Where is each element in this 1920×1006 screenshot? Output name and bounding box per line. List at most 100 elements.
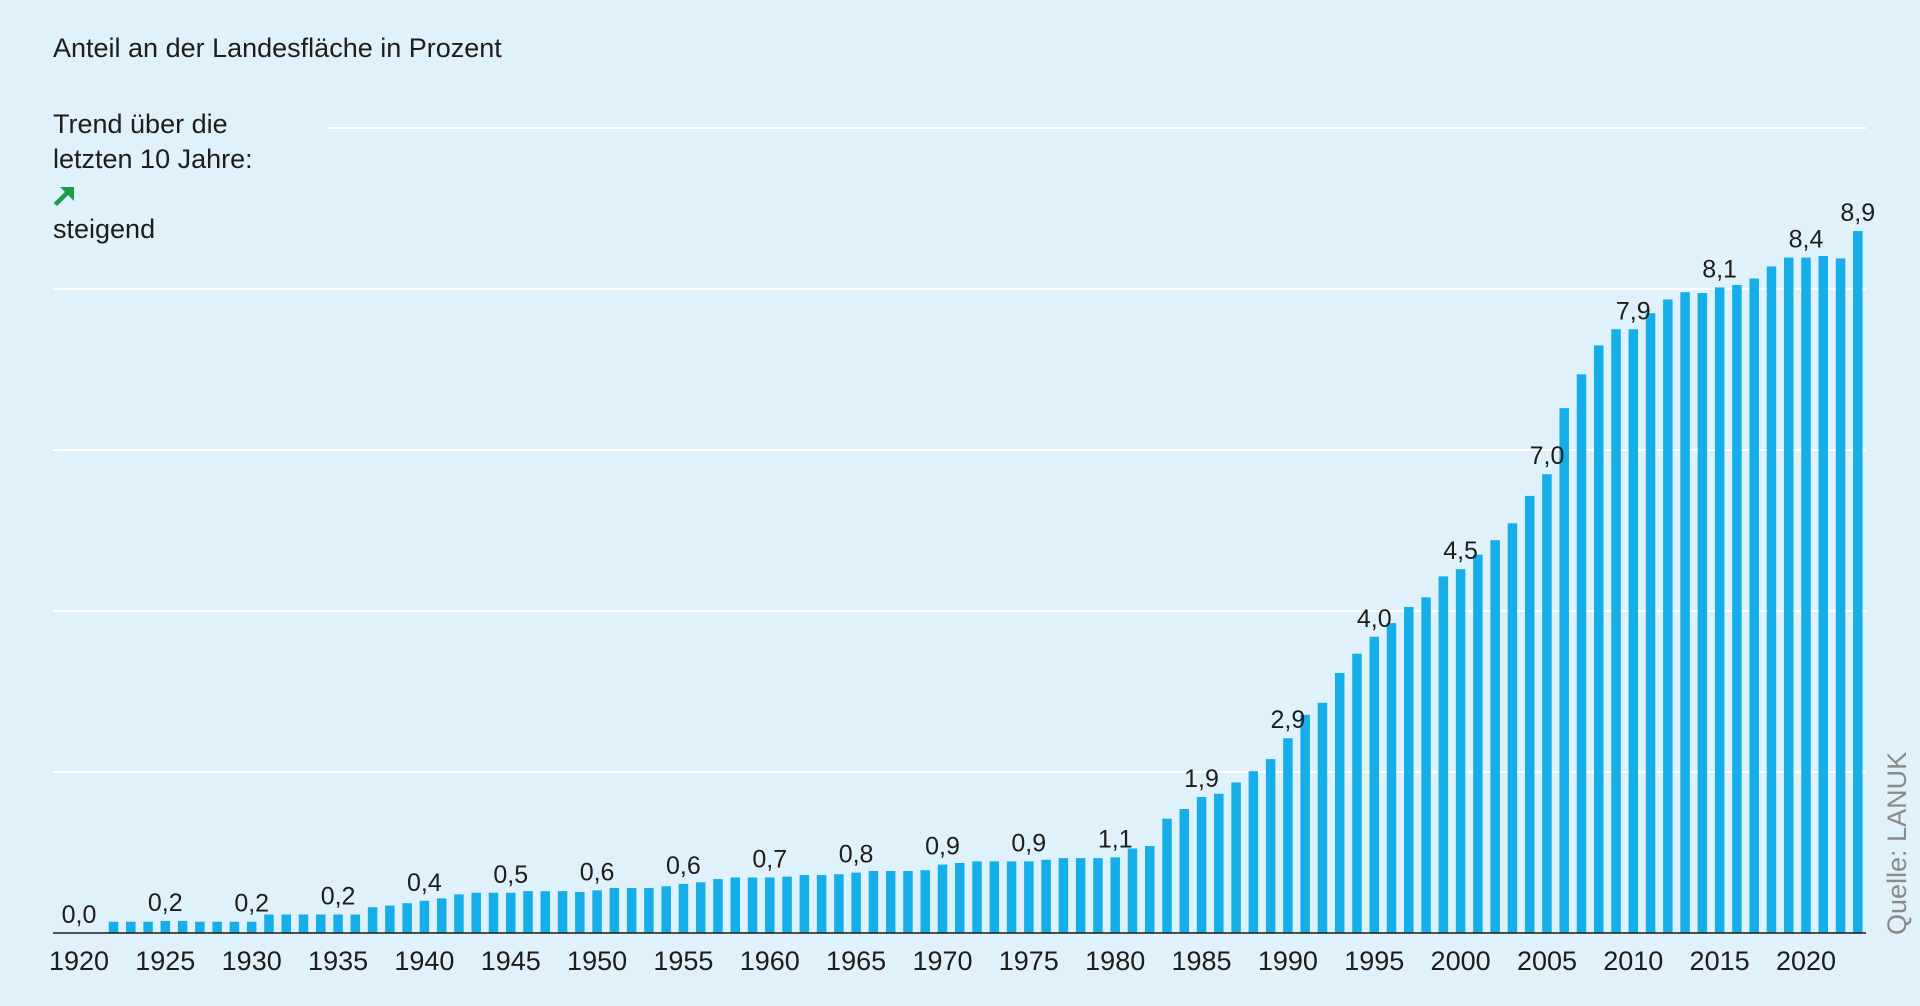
bar-1968	[903, 871, 913, 933]
bar-2008	[1594, 345, 1604, 934]
data-label-1960: 0,7	[752, 846, 787, 874]
data-label-1970: 0,9	[925, 833, 960, 861]
bar-1988	[1248, 771, 1259, 933]
bar-1964	[834, 874, 844, 934]
bar-2007	[1576, 374, 1587, 934]
bar-1957	[713, 879, 723, 934]
x-tick-1935: 1935	[308, 946, 368, 976]
bar-1928	[212, 921, 222, 933]
bar-1948	[557, 891, 568, 933]
bar-1999	[1438, 576, 1449, 933]
bar-1935	[333, 914, 343, 934]
bar-2023	[1853, 231, 1863, 934]
bar-2003	[1507, 523, 1518, 933]
bar-2020	[1801, 257, 1811, 934]
bar-1976	[1041, 859, 1051, 933]
x-tick-1920: 1920	[49, 946, 109, 976]
x-tick-1945: 1945	[481, 946, 541, 976]
bar-1945	[506, 892, 516, 933]
bar-1943	[471, 892, 481, 933]
bar-1955	[678, 883, 689, 933]
bar-1934	[316, 914, 326, 934]
data-labels: 0,0 0,2 0,2 0,2 0,4 0,5 0,6 0,6 0,7 0,8 0,9 0,9 1,1 1…	[62, 199, 1876, 929]
bar-2018	[1766, 266, 1777, 934]
data-label-1940: 0,4	[407, 869, 442, 897]
data-label-1925: 0,2	[148, 889, 183, 917]
x-tick-1955: 1955	[653, 946, 713, 976]
x-tick-1950: 1950	[567, 946, 627, 976]
x-tick-2015: 2015	[1690, 946, 1750, 976]
data-label-1975: 0,9	[1011, 829, 1046, 857]
bar-1927	[195, 921, 205, 933]
bar-1973	[989, 861, 1000, 933]
bar-1931	[264, 914, 274, 934]
bar-1952	[626, 887, 637, 933]
bar-2011	[1645, 313, 1656, 933]
bar-1986	[1214, 793, 1224, 933]
x-tick-1985: 1985	[1171, 946, 1231, 976]
bar-2012	[1663, 299, 1673, 934]
bar-1997	[1404, 606, 1414, 933]
data-label-1985: 1,9	[1184, 765, 1219, 793]
bar-1966	[868, 871, 879, 933]
x-tick-2000: 2000	[1431, 946, 1491, 976]
data-label-2005: 7,0	[1530, 442, 1565, 470]
bar-1984	[1179, 809, 1190, 933]
bars	[108, 231, 1863, 934]
bar-1967	[885, 871, 896, 933]
bar-1975	[1024, 861, 1034, 933]
data-label-1920: 0,0	[62, 901, 97, 929]
data-label-2015: 8,1	[1702, 255, 1737, 283]
bar-1992	[1317, 702, 1328, 933]
trend-label-line1: Trend über die	[53, 109, 228, 139]
trend-value: steigend	[53, 214, 155, 244]
bar-2000	[1455, 569, 1466, 933]
bar-1960	[765, 877, 775, 933]
bar-1993	[1334, 672, 1345, 933]
bar-2006	[1559, 408, 1569, 933]
bar-1947	[540, 891, 551, 933]
bar-1956	[695, 882, 706, 933]
trend-box: Trend über die letzten 10 Jahre: steigen…	[53, 109, 253, 244]
bar-1963	[816, 875, 827, 933]
bar-1954	[661, 886, 671, 933]
bar-1991	[1300, 714, 1310, 934]
bar-2015	[1714, 287, 1725, 933]
data-label-1955: 0,6	[666, 852, 701, 880]
bar-2002	[1490, 540, 1500, 933]
bar-1942	[454, 894, 464, 933]
data-label-2010: 7,9	[1616, 297, 1651, 325]
data-label-1930: 0,2	[234, 890, 269, 918]
bar-1944	[488, 892, 499, 933]
bar-2009	[1611, 329, 1621, 933]
x-tick-2005: 2005	[1517, 946, 1577, 976]
bar-2016	[1732, 284, 1742, 934]
data-label-1935: 0,2	[321, 883, 356, 911]
bar-2017	[1749, 278, 1759, 933]
bar-1958	[730, 877, 741, 933]
bar-1930	[246, 921, 257, 933]
bar-1980	[1110, 857, 1120, 933]
bar-1977	[1058, 858, 1069, 933]
bar-2021	[1818, 256, 1829, 933]
bar-2005	[1542, 474, 1552, 933]
bar-1979	[1093, 858, 1103, 933]
bar-1929	[229, 921, 240, 933]
bar-1926	[177, 920, 188, 933]
chart-title: Anteil an der Landesfläche in Prozent	[53, 33, 502, 63]
bar-2013	[1680, 292, 1690, 934]
x-tick-1960: 1960	[740, 946, 800, 976]
bar-1941	[436, 898, 447, 933]
bar-1946	[523, 891, 533, 933]
x-tick-2020: 2020	[1776, 946, 1836, 976]
data-label-1965: 0,8	[839, 841, 874, 869]
data-label-2023: 8,9	[1840, 199, 1875, 227]
bar-1936	[350, 914, 361, 934]
arrow-up-right-icon	[53, 186, 74, 207]
data-label-1980: 1,1	[1098, 825, 1133, 853]
bar-2010	[1628, 329, 1639, 933]
x-tick-1965: 1965	[826, 946, 886, 976]
bar-1959	[747, 877, 758, 933]
x-tick-1940: 1940	[394, 946, 454, 976]
